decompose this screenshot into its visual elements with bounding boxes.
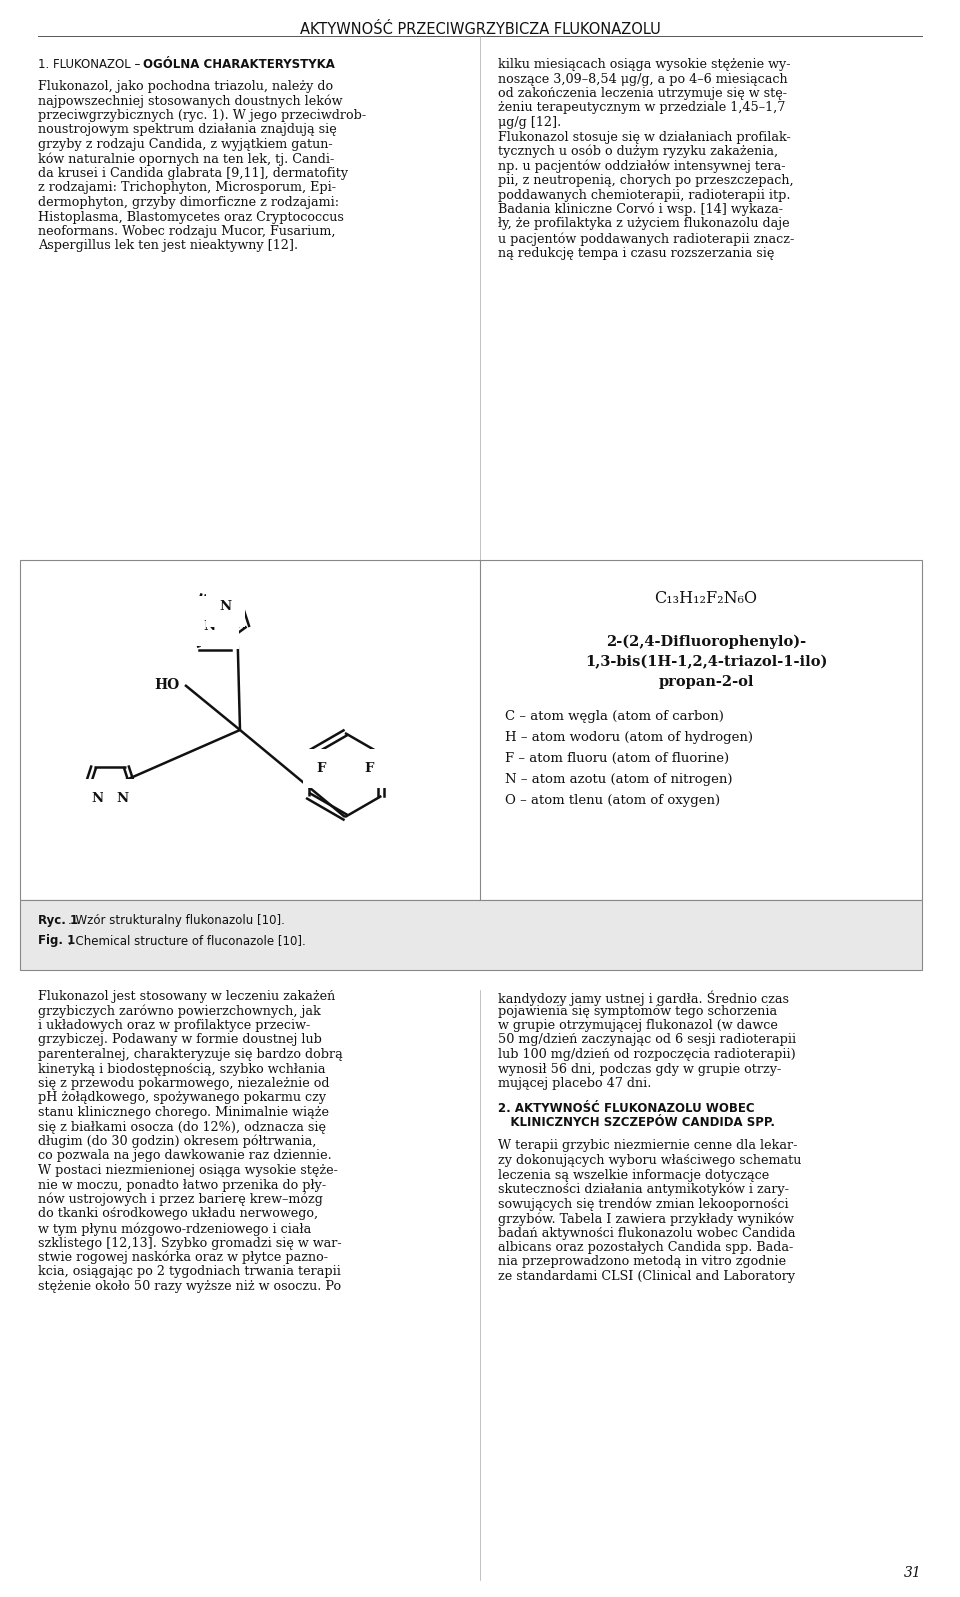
Text: Aspergillus lek ten jest nieaktywny [12].: Aspergillus lek ten jest nieaktywny [12]… xyxy=(38,240,299,252)
Text: kcia, osiągając po 2 tygodniach trwania terapii: kcia, osiągając po 2 tygodniach trwania … xyxy=(38,1265,341,1279)
Text: w grupie otrzymującej flukonazol (w dawce: w grupie otrzymującej flukonazol (w dawc… xyxy=(498,1019,778,1032)
Text: i układowych oraz w profilaktyce przeciw-: i układowych oraz w profilaktyce przeciw… xyxy=(38,1019,310,1032)
Text: N: N xyxy=(104,795,116,808)
Text: neoformans. Wobec rodzaju Mucor, Fusarium,: neoformans. Wobec rodzaju Mucor, Fusariu… xyxy=(38,225,335,238)
Text: Fig. 1: Fig. 1 xyxy=(38,934,75,947)
Text: pH żołądkowego, spożywanego pokarmu czy: pH żołądkowego, spożywanego pokarmu czy xyxy=(38,1091,326,1105)
Text: stężenie około 50 razy wyższe niż w osoczu. Po: stężenie około 50 razy wyższe niż w osoc… xyxy=(38,1281,341,1294)
Text: grzybów. Tabela I zawiera przykłady wyników: grzybów. Tabela I zawiera przykłady wyni… xyxy=(498,1212,794,1225)
Text: grzyby z rodzaju Candida, z wyjątkiem gatun-: grzyby z rodzaju Candida, z wyjątkiem ga… xyxy=(38,137,332,152)
Text: propan-2-ol: propan-2-ol xyxy=(659,676,754,688)
Text: Flukonazol jest stosowany w leczeniu zakażeń: Flukonazol jest stosowany w leczeniu zak… xyxy=(38,990,335,1003)
Text: mującej placebo 47 dni.: mującej placebo 47 dni. xyxy=(498,1076,652,1091)
Text: od zakończenia leczenia utrzymuje się w stę-: od zakończenia leczenia utrzymuje się w … xyxy=(498,86,787,101)
Text: Badania kliniczne Corvó i wsp. [14] wykaza-: Badania kliniczne Corvó i wsp. [14] wyka… xyxy=(498,203,783,217)
Text: 1. FLUKONAZOL –: 1. FLUKONAZOL – xyxy=(38,57,144,70)
Text: W postaci niezmienionej osiąga wysokie stęże-: W postaci niezmienionej osiąga wysokie s… xyxy=(38,1164,338,1177)
Text: nów ustrojowych i przez barierę krew–mózg: nów ustrojowych i przez barierę krew–móz… xyxy=(38,1193,323,1206)
Text: sowujących się trendów zmian lekooporności: sowujących się trendów zmian lekoopornoś… xyxy=(498,1198,788,1211)
Text: kilku miesiącach osiąga wysokie stężenie wy-: kilku miesiącach osiąga wysokie stężenie… xyxy=(498,57,790,70)
Text: parenteralnej, charakteryzuje się bardzo dobrą: parenteralnej, charakteryzuje się bardzo… xyxy=(38,1048,343,1060)
Text: H – atom wodoru (atom of hydrogen): H – atom wodoru (atom of hydrogen) xyxy=(505,731,753,744)
FancyBboxPatch shape xyxy=(20,901,922,969)
Text: F: F xyxy=(364,762,373,775)
Text: 1,3-bis(1H-1,2,4-triazol-1-ilo): 1,3-bis(1H-1,2,4-triazol-1-ilo) xyxy=(585,655,828,669)
Text: Histoplasma, Blastomycetes oraz Cryptococcus: Histoplasma, Blastomycetes oraz Cryptoco… xyxy=(38,211,344,224)
Text: nia przeprowadzono metodą in vitro zgodnie: nia przeprowadzono metodą in vitro zgodn… xyxy=(498,1255,786,1268)
Text: stwie rogowej naskórka oraz w płytce pazno-: stwie rogowej naskórka oraz w płytce paz… xyxy=(38,1250,328,1265)
Text: przeciwgrzybicznych (ryc. 1). W jego przeciwdrob-: przeciwgrzybicznych (ryc. 1). W jego prz… xyxy=(38,109,366,121)
Text: pii, z neutropenią, chorych po przeszczepach,: pii, z neutropenią, chorych po przeszcze… xyxy=(498,174,794,187)
Text: Flukonazol stosuje się w działaniach profilak-: Flukonazol stosuje się w działaniach pro… xyxy=(498,131,791,144)
Text: 2. AKTYWNOŚĆ FLUKONAZOLU WOBEC: 2. AKTYWNOŚĆ FLUKONAZOLU WOBEC xyxy=(498,1102,755,1115)
Text: N: N xyxy=(211,608,223,621)
Text: zy dokonujących wyboru właściwego schematu: zy dokonujących wyboru właściwego schema… xyxy=(498,1155,802,1167)
Text: F: F xyxy=(317,762,326,775)
Text: N – atom azotu (atom of nitrogen): N – atom azotu (atom of nitrogen) xyxy=(505,773,732,786)
Text: O – atom tlenu (atom of oxygen): O – atom tlenu (atom of oxygen) xyxy=(505,794,720,806)
Text: Flukonazol, jako pochodna triazolu, należy do: Flukonazol, jako pochodna triazolu, nale… xyxy=(38,80,333,93)
Text: ków naturalnie opornych na ten lek, tj. Candi-: ków naturalnie opornych na ten lek, tj. … xyxy=(38,152,334,166)
Text: kinетyką i biodostępnością, szybko wchłania: kinетyką i biodostępnością, szybko wchła… xyxy=(38,1062,325,1075)
Text: długim (do 30 godzin) okresem półtrwania,: długim (do 30 godzin) okresem półtrwania… xyxy=(38,1135,317,1148)
Text: N: N xyxy=(116,792,129,805)
Text: leczenia są wszelkie informacje dotyczące: leczenia są wszelkie informacje dotycząc… xyxy=(498,1169,769,1182)
Text: da krusei i Candida glabrata [9,11], dermatofity: da krusei i Candida glabrata [9,11], der… xyxy=(38,168,348,180)
Text: z rodzajami: Trichophyton, Microsporum, Epi-: z rodzajami: Trichophyton, Microsporum, … xyxy=(38,182,336,195)
Text: KLINICZNYCH SZCZEPÓW CANDIDA SPP.: KLINICZNYCH SZCZEPÓW CANDIDA SPP. xyxy=(498,1116,775,1129)
Text: N: N xyxy=(91,792,104,805)
Text: się z białkami osocza (do 12%), odznacza się: się z białkami osocza (do 12%), odznacza… xyxy=(38,1121,326,1134)
Text: noustrojowym spektrum działania znajdują się: noustrojowym spektrum działania znajdują… xyxy=(38,123,337,136)
Text: np. u pacjentów oddziałów intensywnej tera-: np. u pacjentów oddziałów intensywnej te… xyxy=(498,160,785,172)
Text: 2-(2,4-Difluorophenylo)-: 2-(2,4-Difluorophenylo)- xyxy=(606,636,806,650)
Text: noszące 3,09–8,54 μg/g, a po 4–6 miesiącach: noszące 3,09–8,54 μg/g, a po 4–6 miesiąc… xyxy=(498,72,787,86)
Text: AKTYWNOŚĆ PRZECIWGRZYBICZA FLUKONAZOLU: AKTYWNOŚĆ PRZECIWGRZYBICZA FLUKONAZOLU xyxy=(300,22,660,37)
Text: C – atom węgla (atom of carbon): C – atom węgla (atom of carbon) xyxy=(505,711,724,723)
Text: N: N xyxy=(214,623,226,636)
Text: ze standardami CLSI (Clinical and Laboratory: ze standardami CLSI (Clinical and Labora… xyxy=(498,1270,795,1282)
Text: co pozwala na jego dawkowanie raz dziennie.: co pozwala na jego dawkowanie raz dzienn… xyxy=(38,1150,332,1163)
Text: . Chemical structure of fluconazole [10].: . Chemical structure of fluconazole [10]… xyxy=(68,934,305,947)
Text: poddawanych chemioterapii, radioterapii itp.: poddawanych chemioterapii, radioterapii … xyxy=(498,188,790,201)
Text: w tym płynu mózgowo-rdzeniowego i ciała: w tym płynu mózgowo-rdzeniowego i ciała xyxy=(38,1222,311,1236)
Text: albicans oraz pozostałych Candida spp. Bada-: albicans oraz pozostałych Candida spp. B… xyxy=(498,1241,793,1254)
FancyBboxPatch shape xyxy=(20,561,922,901)
Text: C₁₃H₁₂F₂N₆O: C₁₃H₁₂F₂N₆O xyxy=(655,589,757,607)
Text: szklistego [12,13]. Szybko gromadzi się w war-: szklistego [12,13]. Szybko gromadzi się … xyxy=(38,1236,342,1249)
Text: u pacjentów poddawanych radioterapii znacz-: u pacjentów poddawanych radioterapii zna… xyxy=(498,232,794,246)
Text: skuteczności działania antymikotyków i zary-: skuteczności działania antymikotyków i z… xyxy=(498,1183,789,1196)
Text: OGÓLNA CHARAKTERYSTYKA: OGÓLNA CHARAKTERYSTYKA xyxy=(143,57,335,70)
Text: się z przewodu pokarmowego, niezależnie od: się z przewodu pokarmowego, niezależnie … xyxy=(38,1076,329,1091)
Text: μg/g [12].: μg/g [12]. xyxy=(498,117,562,129)
Text: najpowszechniej stosowanych doustnych leków: najpowszechniej stosowanych doustnych le… xyxy=(38,94,343,109)
Text: W terapii grzybic niezmiernie cenne dla lekar-: W terapii grzybic niezmiernie cenne dla … xyxy=(498,1140,798,1153)
Text: stanu klinicznego chorego. Minimalnie wiąże: stanu klinicznego chorego. Minimalnie wi… xyxy=(38,1107,329,1119)
Text: pojawienia się symptomów tego schorzenia: pojawienia się symptomów tego schorzenia xyxy=(498,1005,778,1017)
Text: badań aktywności flukonazolu wobec Candida: badań aktywności flukonazolu wobec Candi… xyxy=(498,1226,796,1239)
Text: N: N xyxy=(199,610,210,623)
Text: ną redukcję tempa i czasu rozszerzania się: ną redukcję tempa i czasu rozszerzania s… xyxy=(498,246,775,259)
Text: 50 mg/dzień zaczynając od 6 sesji radioterapii: 50 mg/dzień zaczynając od 6 sesji radiot… xyxy=(498,1033,796,1046)
Text: . Wzór strukturalny flukonazolu [10].: . Wzór strukturalny flukonazolu [10]. xyxy=(68,913,285,926)
Text: tycznych u osób o dużym ryzyku zakażenia,: tycznych u osób o dużym ryzyku zakażenia… xyxy=(498,145,779,158)
Text: N: N xyxy=(204,620,215,632)
Text: grzybiczej. Podawany w formie doustnej lub: grzybiczej. Podawany w formie doustnej l… xyxy=(38,1033,322,1046)
Text: ły, że profilaktyka z użyciem flukonazolu daje: ły, że profilaktyka z użyciem flukonazol… xyxy=(498,217,790,230)
Text: 31: 31 xyxy=(904,1567,922,1579)
Text: N: N xyxy=(219,600,231,613)
Text: żeniu terapeutycznym w przedziale 1,45–1,7: żeniu terapeutycznym w przedziale 1,45–1… xyxy=(498,102,785,115)
Text: grzybiczych zarówno powierzchownych, jak: grzybiczych zarówno powierzchownych, jak xyxy=(38,1005,321,1017)
Text: nie w moczu, ponadto łatwo przenika do pły-: nie w moczu, ponadto łatwo przenika do p… xyxy=(38,1179,326,1191)
Text: dermophyton, grzyby dimorficzne z rodzajami:: dermophyton, grzyby dimorficzne z rodzaj… xyxy=(38,196,339,209)
Text: wynosił 56 dni, podczas gdy w grupie otrzy-: wynosił 56 dni, podczas gdy w grupie otr… xyxy=(498,1062,781,1075)
Text: F – atom fluoru (atom of fluorine): F – atom fluoru (atom of fluorine) xyxy=(505,752,730,765)
Text: Ryc. 1: Ryc. 1 xyxy=(38,913,78,926)
Text: HO: HO xyxy=(155,679,180,692)
Text: lub 100 mg/dzień od rozpoczęcia radioterapii): lub 100 mg/dzień od rozpoczęcia radioter… xyxy=(498,1048,796,1060)
Text: kandydozy jamy ustnej i gardła. Średnio czas: kandydozy jamy ustnej i gardła. Średnio … xyxy=(498,990,789,1006)
Text: do tkanki ośrodkowego układu nerwowego,: do tkanki ośrodkowego układu nerwowego, xyxy=(38,1207,318,1220)
